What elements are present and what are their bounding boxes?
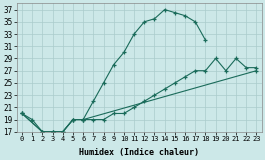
X-axis label: Humidex (Indice chaleur): Humidex (Indice chaleur) (79, 148, 199, 156)
